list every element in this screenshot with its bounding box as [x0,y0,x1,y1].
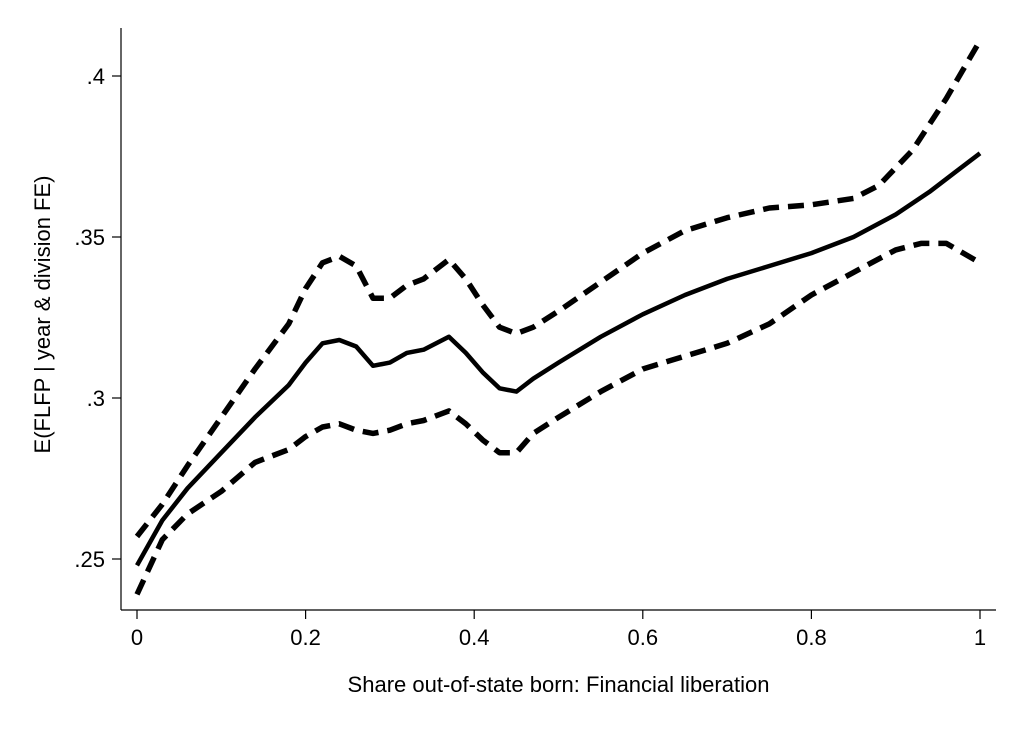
y-tick-label: .35 [74,225,105,250]
x-tick-label: 0 [131,625,143,650]
estimate-line [135,151,982,567]
x-axis-title: Share out-of-state born: Financial liber… [348,672,770,697]
x-tick-label: 0.6 [628,625,659,650]
x-tick-label: 1 [974,625,986,650]
axes [120,28,996,611]
y-axis-ticks: .25 .3 .35 .4 [74,64,121,572]
lower-ci-line [134,240,982,596]
upper-ci-line [134,39,983,539]
y-tick-label: .4 [87,64,105,89]
y-tick-label: .3 [87,386,105,411]
series-group [134,39,983,596]
y-tick-label: .25 [74,547,105,572]
y-axis-title: E(FLFP | year & division FE) [30,176,55,454]
x-tick-label: 0.4 [459,625,490,650]
x-tick-label: 0.8 [796,625,827,650]
x-tick-label: 0.2 [290,625,321,650]
x-axis-ticks: 0 0.2 0.4 0.6 0.8 1 [131,610,986,650]
